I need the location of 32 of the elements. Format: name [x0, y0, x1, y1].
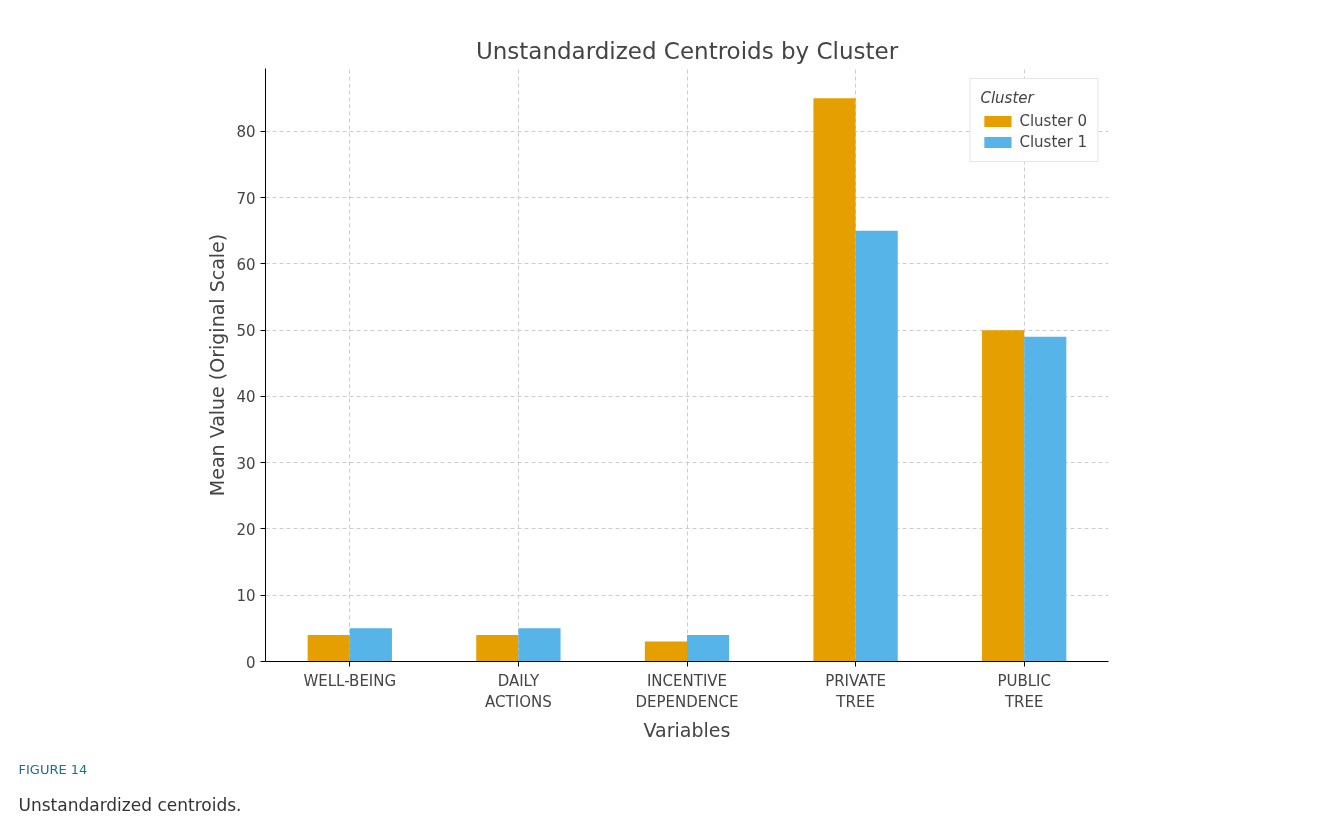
text: Unstandardized centroids.: [18, 794, 242, 815]
bar: [982, 330, 1025, 662]
bar: [855, 230, 898, 662]
y-tick-label: 0: [245, 653, 256, 672]
legend-label: Cluster 0: [1019, 112, 1087, 130]
x-tick-label: INCENTIVE DEPENDENCE: [635, 671, 739, 712]
x-tick-label: PUBLIC TREE: [997, 671, 1051, 712]
y-tick-label: 70: [236, 189, 256, 208]
bar: [813, 98, 856, 662]
y-tick-label: 30: [236, 454, 256, 473]
y-tick-label: 60: [236, 255, 256, 274]
y-axis-title: Mean Value (Original Scale): [206, 233, 229, 497]
legend-title: Cluster: [980, 89, 1036, 107]
legend-label: Cluster 1: [1019, 133, 1087, 151]
y-tick-label: 80: [236, 123, 256, 142]
y-tick-label: 20: [236, 520, 256, 539]
bar: [1024, 336, 1067, 662]
y-tick-label: 10: [236, 587, 256, 606]
bar: [687, 635, 730, 662]
x-tick-label: DAILY ACTIONS: [485, 671, 552, 712]
bar: [644, 641, 687, 662]
bar: [349, 628, 392, 662]
chart-title: Unstandardized Centroids by Cluster: [475, 37, 899, 64]
bar: [518, 628, 561, 662]
bar: [476, 635, 519, 662]
x-tick-label: WELL-BEING: [303, 671, 397, 690]
y-tick-label: 50: [236, 322, 256, 341]
x-tick-label: PRIVATE TREE: [825, 671, 887, 712]
caption: FIGURE 14: [18, 761, 88, 777]
x-axis-title: Variables: [643, 719, 731, 742]
bar: [307, 635, 350, 662]
y-tick-label: 40: [236, 388, 256, 407]
